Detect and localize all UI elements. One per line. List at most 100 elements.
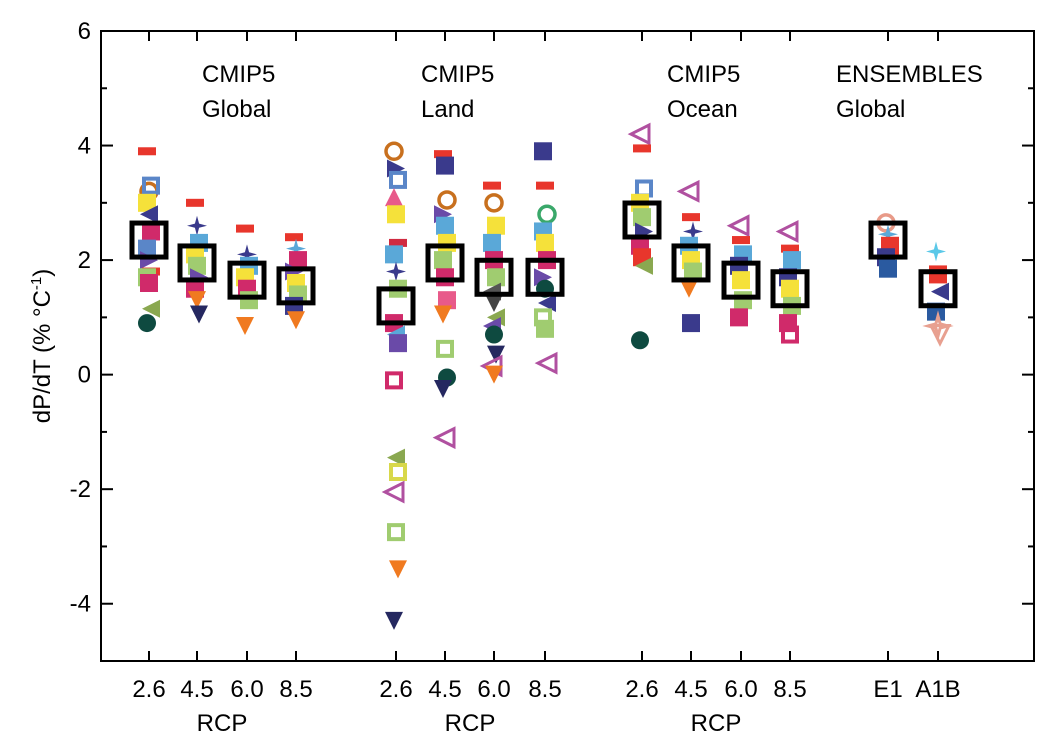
model-point-0-10	[140, 274, 158, 292]
model-point-3-0	[285, 233, 303, 242]
model-point-4-6	[385, 245, 403, 264]
model-point-7-10	[536, 319, 554, 338]
model-point-7-1	[536, 181, 554, 190]
ensemble-mean-2	[227, 260, 267, 300]
group-label-0-line2: Global	[202, 96, 271, 123]
model-point-13-0	[926, 241, 946, 262]
model-point-0-0	[138, 147, 156, 156]
model-point-9-6	[680, 279, 698, 298]
y-axis: 6 4 2 0 -2 -4	[70, 18, 1034, 662]
model-point-12-1	[878, 224, 898, 245]
x-tick-label-12: E1	[873, 676, 902, 703]
model-point-11-0	[775, 220, 799, 243]
y-tick-label-1: 4	[78, 133, 91, 160]
model-point-5-7	[436, 268, 454, 287]
model-point-4-18	[385, 611, 403, 630]
model-point-6-2	[487, 216, 505, 235]
x-tick-label-10: 6.0	[724, 676, 757, 703]
model-point-6-0	[483, 181, 501, 190]
model-point-2-1	[237, 244, 257, 265]
model-point-0-3	[138, 193, 156, 212]
model-point-9-5	[684, 262, 702, 281]
group-label-1-line1: CMIP5	[421, 61, 494, 88]
model-point-4-11	[389, 334, 407, 353]
ensemble-mean-7	[525, 257, 565, 297]
model-point-3-2	[289, 251, 307, 270]
group-label-3-line2: Global	[836, 96, 905, 123]
model-point-10-1	[732, 236, 750, 245]
model-point-9-7	[682, 314, 700, 333]
x-tick-label-6: 6.0	[477, 676, 510, 703]
model-point-4-15	[381, 480, 405, 504]
ensemble-mean-0	[129, 220, 169, 260]
model-point-9-0	[676, 179, 700, 203]
model-point-5-5	[438, 233, 456, 252]
y-tick-label-5: -4	[70, 591, 91, 618]
group-label-0-line1: CMIP5	[202, 61, 275, 88]
model-point-3-1	[286, 238, 306, 259]
model-point-1-7	[188, 291, 206, 310]
group-label-1-line2: Land	[421, 96, 474, 123]
ensemble-mean-11	[770, 269, 810, 309]
model-point-5-12	[434, 379, 452, 398]
model-point-12-4	[879, 259, 897, 278]
model-point-9-1	[682, 213, 700, 222]
model-point-8-9	[631, 331, 649, 350]
ensemble-mean-13	[918, 269, 958, 309]
model-point-6-7	[485, 294, 503, 313]
model-point-8-4	[633, 208, 651, 227]
model-point-11-4	[781, 279, 799, 298]
x-tick-label-3: 8.5	[279, 676, 312, 703]
model-point-6-1	[484, 193, 504, 213]
y-tick-label-2: 2	[78, 247, 91, 274]
model-points	[138, 122, 954, 630]
x-tick-label-2: 6.0	[230, 676, 263, 703]
plot-frame	[100, 30, 1035, 662]
group-label-2-line1: CMIP5	[667, 61, 740, 88]
x-tick-label-8: 2.6	[625, 676, 658, 703]
model-point-6-13	[485, 365, 503, 384]
model-point-4-2	[389, 170, 407, 189]
model-point-0-12	[138, 314, 156, 333]
model-point-5-8	[438, 291, 456, 310]
model-point-4-7	[386, 261, 406, 282]
model-point-1-0	[186, 198, 204, 207]
group-labels: CMIP5 Global RCP CMIP5 Land RCP CMIP5 Ocean RCP E…	[197, 61, 983, 737]
model-point-0-5	[142, 222, 160, 241]
model-point-7-0	[534, 142, 552, 161]
model-point-8-2	[635, 179, 653, 198]
model-point-5-10	[436, 339, 454, 358]
x-tick-label-5: 4.5	[428, 676, 461, 703]
y-tick-label-0: 6	[78, 18, 91, 45]
model-point-4-12	[385, 371, 403, 390]
x-tick-label-0: 2.6	[132, 676, 165, 703]
model-point-4-14	[389, 463, 407, 481]
y-tick-label-4: -2	[70, 476, 91, 503]
ensemble-mean-12	[868, 220, 908, 260]
model-point-4-3	[385, 188, 403, 207]
y-axis-label-main: dP/dT (% °C	[29, 290, 56, 423]
model-point-11-1	[781, 244, 799, 253]
model-point-4-17	[389, 560, 407, 579]
x-tick-label-4: 2.6	[379, 676, 412, 703]
model-point-4-4	[387, 205, 405, 224]
y-axis-label: dP/dT (% °C-1)	[28, 269, 56, 424]
model-point-7-6	[534, 268, 552, 287]
model-point-4-13	[387, 448, 405, 467]
model-point-10-4	[732, 271, 750, 290]
ensemble-mean-1	[177, 243, 217, 283]
x-axis-title-0: RCP	[197, 710, 248, 737]
model-point-2-6	[236, 316, 254, 335]
model-point-6-5	[487, 268, 505, 287]
model-point-8-0	[627, 122, 651, 146]
y-tick-label-3: 0	[78, 362, 91, 389]
model-point-7-2	[537, 204, 557, 225]
model-point-7-8	[538, 294, 556, 313]
model-point-4-16	[387, 523, 405, 542]
x-tick-label-13: A1B	[915, 676, 960, 703]
model-point-9-2	[683, 221, 703, 242]
model-point-0-4	[140, 205, 158, 224]
y-axis-label-sup: -1	[28, 277, 45, 290]
x-tick-label-9: 4.5	[674, 676, 707, 703]
